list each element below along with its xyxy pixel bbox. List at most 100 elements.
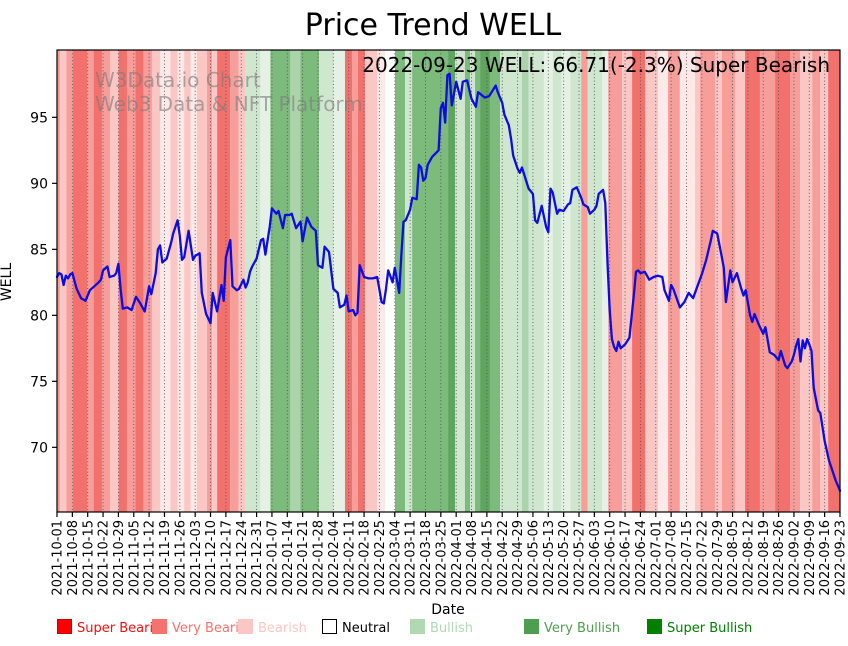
x-tick-label: 2022-04-22	[496, 520, 511, 596]
sentiment-band	[820, 50, 829, 512]
x-tick-label: 2022-02-25	[373, 520, 388, 596]
x-tick-label: 2022-08-26	[772, 520, 787, 596]
legend-label: Very Bullish	[544, 621, 621, 636]
sentiment-band	[101, 50, 111, 512]
sentiment-band	[344, 50, 352, 512]
sentiment-band	[759, 50, 776, 512]
sentiment-band	[489, 50, 501, 512]
sentiment-band	[126, 50, 136, 512]
y-tick-label: 85	[30, 242, 48, 258]
sentiment-band	[135, 50, 144, 512]
legend-item-bearish: Bearish	[238, 619, 307, 639]
sentiment-band	[469, 50, 476, 512]
sentiment-band	[543, 50, 553, 512]
sentiment-band	[480, 50, 490, 512]
sentiment-band	[608, 50, 623, 512]
sentiment-band	[412, 50, 449, 512]
x-tick-label: 2022-09-09	[803, 520, 818, 596]
sentiment-band	[668, 50, 680, 512]
sentiment-band	[679, 50, 696, 512]
x-tick-label: 2022-09-23	[834, 520, 848, 596]
legend-swatch	[152, 619, 167, 634]
legend-swatch	[410, 619, 425, 634]
sentiment-band	[521, 50, 529, 512]
sentiment-band	[151, 50, 161, 512]
sentiment-band	[645, 50, 658, 512]
sentiment-band	[500, 50, 522, 512]
x-tick-label: 2022-09-02	[788, 520, 803, 596]
x-tick-label: 2021-11-19	[158, 520, 173, 596]
sentiment-band	[587, 50, 603, 512]
x-tick-label: 2022-04-15	[480, 520, 495, 596]
sentiment-band	[376, 50, 386, 512]
watermark: W3Data.io Chart Web3 Data & NFT Platform	[95, 68, 363, 116]
sentiment-band	[170, 50, 178, 512]
x-axis-label: Date	[431, 602, 465, 618]
latest-value-annotation: 2022-09-23 WELL: 66.71(-2.3%) Super Bear…	[362, 53, 830, 77]
x-tick-label: 2022-04-08	[465, 520, 480, 596]
x-tick-label: 2022-05-20	[557, 520, 572, 596]
sentiment-band	[300, 50, 320, 512]
sentiment-band	[184, 50, 191, 512]
x-tick-label: 2022-06-17	[619, 520, 634, 596]
x-tick-label: 2022-07-08	[665, 520, 680, 596]
x-tick-label: 2022-08-19	[757, 520, 772, 596]
sentiment-band	[528, 50, 544, 512]
sentiment-band	[66, 50, 74, 512]
x-tick-label: 2022-02-11	[342, 520, 357, 596]
sentiment-band	[270, 50, 291, 512]
x-tick-label: 2022-04-29	[511, 520, 526, 596]
x-tick-label: 2022-03-25	[434, 520, 449, 596]
legend-label: Very Bearish	[172, 621, 254, 636]
sentiment-band	[812, 50, 821, 512]
sentiment-band	[632, 50, 646, 512]
x-tick-label: 2022-06-03	[588, 520, 603, 596]
sentiment-band	[745, 50, 760, 512]
sentiment-band	[177, 50, 185, 512]
sentiment-band	[775, 50, 790, 512]
sentiment-band	[364, 50, 377, 512]
x-tick-label: 2022-04-01	[450, 520, 465, 596]
x-tick-label: 2022-03-11	[404, 520, 419, 596]
x-tick-label: 2022-05-06	[527, 520, 542, 596]
legend-swatch	[322, 619, 337, 634]
legend-item-neutral: Neutral	[322, 619, 390, 639]
y-tick-label: 90	[30, 176, 48, 192]
sentiment-band	[464, 50, 470, 512]
x-tick-label: 2021-10-15	[81, 520, 96, 596]
chart-title: Price Trend WELL	[304, 8, 562, 43]
sentiment-band	[73, 50, 88, 512]
x-tick-label: 2022-01-14	[281, 520, 296, 596]
x-tick-label: 2021-12-03	[189, 520, 204, 596]
sentiment-band	[475, 50, 481, 512]
y-tick-label: 95	[30, 110, 48, 126]
x-tick-label: 2022-02-18	[358, 520, 373, 596]
sentiment-band	[622, 50, 633, 512]
x-tick-label: 2022-05-13	[542, 520, 557, 596]
x-tick-label: 2022-03-04	[388, 520, 403, 596]
legend-item-very-bullish: Very Bullish	[524, 619, 620, 639]
legend-item-super-bearish: Super Bearish	[57, 619, 168, 639]
sentiment-band	[87, 50, 94, 512]
sentiment-band	[245, 50, 261, 512]
x-tick-label: 2022-07-22	[695, 520, 710, 596]
y-tick-label: 70	[30, 440, 48, 456]
sentiment-band	[695, 50, 701, 512]
legend-label: Super Bearish	[77, 621, 169, 636]
sentiment-band	[290, 50, 301, 512]
x-tick-label: 2022-01-21	[296, 520, 311, 596]
legend-swatch	[647, 619, 662, 634]
x-tick-label: 2022-01-28	[312, 520, 327, 596]
x-tick-label: 2022-06-10	[603, 520, 618, 596]
sentiment-band	[351, 50, 358, 512]
y-axis-label: WELL	[0, 262, 15, 302]
sentiment-band	[602, 50, 609, 512]
sentiment-band	[405, 50, 413, 512]
sentiment-band	[700, 50, 715, 512]
x-tick-label: 2021-11-05	[127, 520, 142, 596]
watermark-line1: W3Data.io Chart	[95, 68, 261, 92]
legend-swatch	[57, 619, 72, 634]
x-tick-label: 2022-06-24	[634, 520, 649, 596]
legend-label: Bearish	[258, 621, 307, 636]
